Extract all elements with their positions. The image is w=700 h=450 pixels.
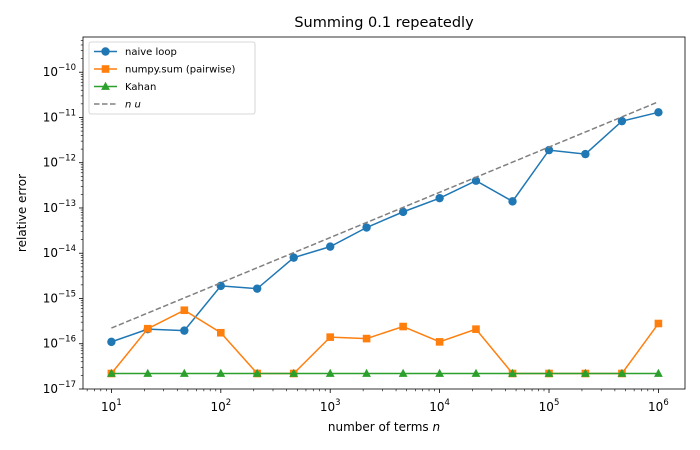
tick-label: 10−10 bbox=[43, 63, 76, 79]
y-axis-label: relative error bbox=[15, 174, 29, 252]
data-point bbox=[398, 368, 408, 377]
tick-label: 103 bbox=[320, 398, 341, 414]
data-point bbox=[399, 322, 407, 331]
data-point bbox=[326, 242, 335, 251]
data-point bbox=[216, 368, 226, 377]
data-point bbox=[289, 368, 299, 377]
data-point bbox=[435, 368, 445, 377]
data-point bbox=[180, 306, 189, 315]
data-point bbox=[326, 333, 335, 341]
data-point bbox=[252, 368, 262, 377]
series-3 bbox=[107, 368, 663, 377]
data-point bbox=[107, 337, 116, 347]
legend-box bbox=[88, 41, 256, 115]
data-point bbox=[398, 207, 408, 217]
legend-marker bbox=[101, 65, 110, 73]
legend: naive loop numpy.sum (pairwise) Kahan n u bbox=[88, 41, 256, 115]
chart-title: Summing 0.1 repeatedly bbox=[294, 15, 474, 31]
data-point bbox=[508, 197, 517, 206]
legend-label: naive loop bbox=[125, 47, 177, 58]
y-axis: 10−17 10−16 10−15 10−14 10−13 10−12 10−11 10−10 bbox=[43, 40, 83, 396]
tick-label: 10−16 bbox=[43, 335, 76, 351]
series-4 bbox=[111, 101, 659, 329]
data-point bbox=[544, 368, 554, 377]
data-point bbox=[654, 108, 663, 117]
legend-item: naive loop bbox=[94, 47, 177, 58]
series-line bbox=[111, 111, 659, 343]
data-point bbox=[580, 368, 590, 377]
x-axis-label: number of terms n bbox=[328, 420, 440, 434]
data-point bbox=[180, 326, 189, 335]
legend-marker bbox=[101, 47, 110, 56]
legend-item: Kahan bbox=[94, 81, 156, 93]
data-point bbox=[289, 253, 298, 262]
data-point bbox=[362, 223, 371, 232]
tick-label: 102 bbox=[210, 398, 231, 414]
tick-label: 10−17 bbox=[43, 380, 76, 396]
series-2 bbox=[107, 306, 663, 378]
data-point bbox=[143, 324, 152, 333]
plot-frame bbox=[82, 36, 686, 390]
series-layer bbox=[107, 101, 663, 378]
legend-label: n u bbox=[125, 100, 141, 111]
tick-label: 106 bbox=[648, 398, 669, 414]
tick-label: 104 bbox=[429, 398, 450, 414]
tick-label: 101 bbox=[101, 398, 122, 414]
legend-item: n u bbox=[94, 100, 141, 111]
data-point bbox=[362, 334, 371, 343]
series-1 bbox=[107, 108, 663, 347]
data-point bbox=[143, 368, 153, 377]
data-point bbox=[107, 368, 116, 377]
data-point bbox=[325, 368, 335, 377]
tick-label: 10−13 bbox=[43, 199, 76, 215]
data-point bbox=[216, 281, 226, 291]
tick-label: 10−15 bbox=[43, 289, 76, 305]
legend-label: Kahan bbox=[125, 82, 156, 93]
data-point bbox=[654, 319, 663, 328]
legend-label: numpy.sum (pairwise) bbox=[125, 65, 235, 76]
data-point bbox=[472, 325, 480, 333]
data-point bbox=[544, 145, 554, 155]
tick-label: 105 bbox=[539, 398, 560, 414]
data-point bbox=[435, 338, 444, 346]
data-point bbox=[508, 368, 517, 377]
tick-label: 10−11 bbox=[43, 108, 76, 124]
tick-label: 10−12 bbox=[43, 154, 76, 170]
data-point bbox=[179, 368, 189, 377]
legend-item: numpy.sum (pairwise) bbox=[94, 65, 235, 76]
legend-marker bbox=[101, 81, 110, 90]
x-axis: 101 102 103 104 105 106 bbox=[86, 389, 669, 414]
data-point bbox=[435, 193, 444, 203]
data-point bbox=[654, 368, 663, 377]
data-point bbox=[217, 328, 225, 337]
data-point bbox=[617, 116, 627, 126]
data-point bbox=[581, 149, 590, 159]
tick-label: 10−14 bbox=[43, 244, 76, 260]
data-point bbox=[617, 368, 627, 377]
series-line bbox=[111, 101, 659, 329]
data-point bbox=[471, 368, 481, 377]
data-point bbox=[252, 284, 262, 293]
data-point bbox=[362, 368, 371, 377]
